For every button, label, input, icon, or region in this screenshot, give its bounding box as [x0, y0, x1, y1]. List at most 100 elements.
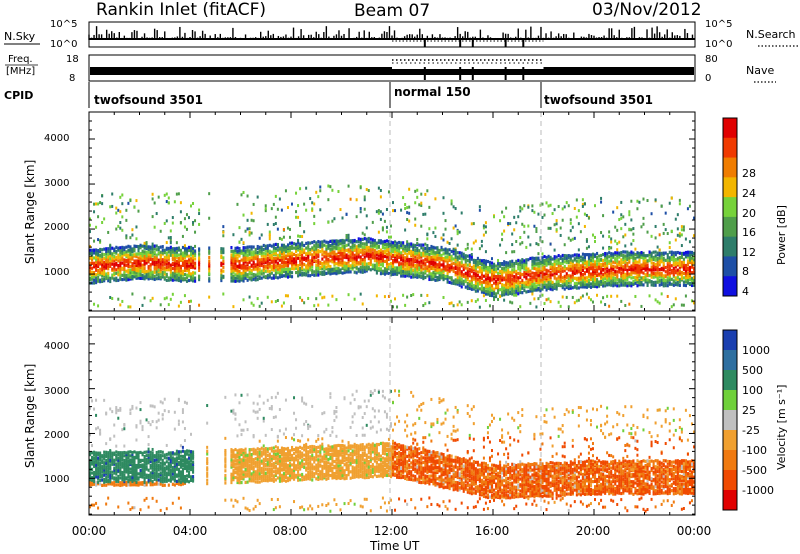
- echo-cell: [472, 260, 475, 264]
- echo-cell: [119, 221, 122, 225]
- echo-cell: [155, 265, 158, 269]
- echo-cell: [533, 210, 536, 214]
- echo-cell: [517, 276, 520, 280]
- echo-cell: [153, 244, 156, 248]
- echo-cell: [474, 268, 477, 272]
- echo-cell: [117, 246, 120, 250]
- echo-cell: [460, 285, 463, 289]
- echo-cell: [418, 267, 421, 272]
- echo-cell: [208, 192, 211, 196]
- echo-cell: [547, 254, 550, 258]
- echo-cell: [648, 250, 651, 254]
- echo-cell: [258, 270, 261, 274]
- echo-cell: [220, 249, 223, 253]
- echo-cell: [416, 275, 419, 279]
- echo-cell: [115, 479, 118, 483]
- echo-cell: [246, 218, 249, 222]
- echo-cell: [236, 264, 239, 268]
- echo-cell: [557, 282, 560, 286]
- echo-cell: [119, 451, 122, 455]
- echo-cell: [509, 263, 512, 267]
- echo-cell: [365, 252, 368, 256]
- echo-cell: [323, 266, 326, 270]
- echo-cell: [169, 241, 172, 245]
- echo-cell: [446, 257, 449, 261]
- echo-cell: [531, 287, 534, 291]
- echo-cell: [252, 260, 255, 264]
- echo-cell: [406, 270, 409, 274]
- echo-cell: [270, 259, 273, 263]
- echo-cell: [173, 269, 176, 273]
- echo-cell: [230, 263, 233, 267]
- echo-cell: [325, 265, 328, 269]
- echo-cell: [357, 237, 360, 241]
- echo-cell: [252, 303, 255, 307]
- echo-cell: [428, 249, 431, 253]
- echo-cell: [458, 263, 461, 267]
- echo-cell: [410, 249, 413, 254]
- echo-cell: [242, 253, 245, 257]
- echo-cell: [109, 295, 112, 299]
- echo-cell: [495, 282, 498, 286]
- echo-cell: [333, 245, 336, 249]
- echo-cell: [151, 260, 154, 265]
- echo-cell: [547, 277, 550, 282]
- echo-cell: [408, 259, 411, 263]
- echo-cell: [632, 258, 635, 263]
- echo-cell: [547, 226, 550, 230]
- echo-cell: [377, 267, 380, 271]
- echo-cell: [167, 249, 170, 253]
- echo-cell: [682, 260, 685, 265]
- echo-cell: [192, 246, 195, 251]
- echo-cell: [535, 230, 538, 234]
- station-title: Rankin Inlet (fitACF): [96, 0, 266, 20]
- echo-cell: [634, 275, 637, 279]
- echo-cell: [488, 285, 492, 289]
- echo-cell: [343, 261, 346, 265]
- echo-cell: [585, 276, 589, 280]
- echo-cell: [359, 265, 362, 270]
- echo-cell: [396, 241, 399, 245]
- echo-cell: [620, 263, 623, 268]
- echo-cell: [315, 247, 318, 251]
- echo-cell: [244, 255, 247, 259]
- echo-cell: [268, 249, 271, 253]
- echo-cell: [686, 271, 690, 275]
- echo-cell: [335, 262, 338, 266]
- echo-cell: [650, 275, 653, 279]
- echo-cell: [179, 252, 182, 256]
- echo-cell: [315, 259, 318, 264]
- echo-cell: [472, 286, 475, 290]
- echo-cell: [381, 257, 384, 261]
- echo-cell: [145, 272, 148, 276]
- echo-cell: [115, 211, 118, 215]
- echo-cell: [256, 250, 259, 255]
- echo-cell: [369, 248, 372, 252]
- echo-cell: [293, 257, 296, 261]
- echo-cell: [537, 286, 540, 291]
- echo-cell: [462, 255, 465, 259]
- echo-cell: [559, 261, 562, 266]
- echo-cell: [323, 264, 326, 268]
- echo-cell: [636, 264, 639, 268]
- echo-cell: [632, 271, 635, 275]
- echo-cell: [135, 271, 138, 275]
- echo-cell: [392, 243, 395, 247]
- echo-cell: [111, 204, 114, 208]
- echo-cell: [115, 462, 118, 466]
- echo-cell: [359, 270, 362, 274]
- echo-cell: [309, 265, 312, 269]
- echo-cell: [591, 255, 595, 259]
- echo-cell: [236, 202, 239, 206]
- echo-cell: [539, 281, 542, 285]
- echo-cell: [359, 237, 362, 241]
- echo-cell: [476, 270, 479, 274]
- echo-cell: [264, 264, 267, 269]
- echo-cell: [519, 275, 522, 280]
- echo-cell: [325, 244, 328, 248]
- echo-cell: [515, 293, 518, 297]
- echo-cell: [634, 247, 637, 251]
- echo-cell: [420, 243, 423, 247]
- echo-cell: [594, 279, 597, 284]
- echo-cell: [608, 274, 611, 278]
